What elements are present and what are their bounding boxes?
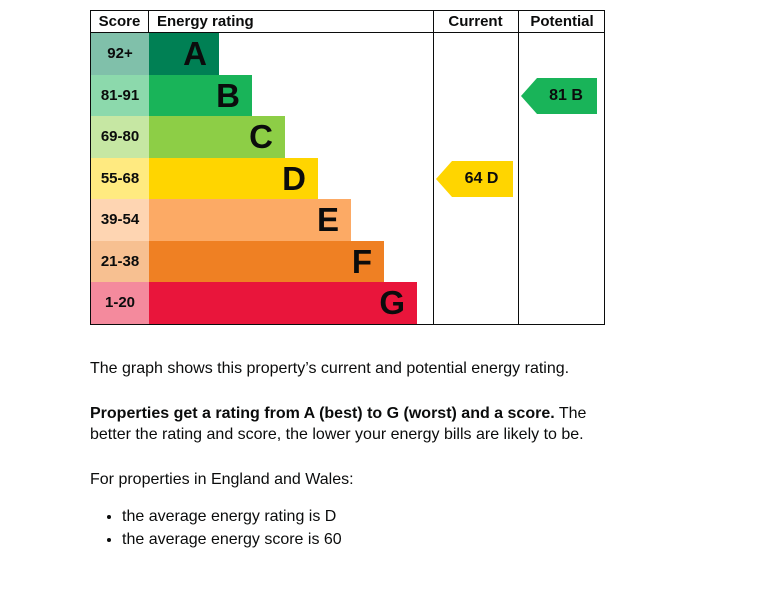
band-row-b: 81-91 B	[91, 74, 604, 116]
band-bar: D	[149, 157, 318, 199]
description-text: The graph shows this property’s current …	[90, 358, 605, 550]
band-letter: G	[379, 284, 405, 322]
rating-explanation-rest: The better the rating and score, the low…	[90, 404, 587, 443]
band-letter: A	[183, 35, 207, 73]
potential-rating-arrow: 81 B	[521, 78, 597, 114]
column-header-energy-rating: Energy rating	[157, 13, 254, 30]
chart-header: Score Energy rating Current Potential	[91, 11, 604, 33]
column-header-score: Score	[91, 11, 149, 32]
band-row-a: 92+ A	[91, 33, 604, 75]
energy-rating-chart: Score Energy rating Current Potential 92…	[90, 10, 605, 325]
list-item: the average energy score is 60	[122, 529, 605, 550]
band-score-range: 39-54	[91, 199, 149, 241]
band-letter: D	[282, 159, 306, 197]
graph-intro-text: The graph shows this property’s current …	[90, 359, 570, 377]
band-row-e: 39-54 E	[91, 199, 604, 241]
band-score-range: 1-20	[91, 282, 149, 324]
band-letter: C	[249, 118, 273, 156]
column-header-potential: Potential	[530, 13, 594, 30]
graph-intro-paragraph: The graph shows this property’s current …	[90, 358, 605, 379]
column-divider-current	[433, 11, 434, 324]
rating-explanation-bold: Properties get a rating from A (best) to…	[90, 404, 555, 422]
band-bar: G	[149, 282, 417, 324]
band-letter: F	[351, 242, 372, 280]
column-header-current: Current	[448, 13, 503, 30]
rating-explanation-paragraph: Properties get a rating from A (best) to…	[90, 403, 605, 445]
column-divider-potential	[518, 11, 519, 324]
band-score-range: 21-38	[91, 240, 149, 282]
band-row-g: 1-20 G	[91, 282, 604, 324]
band-letter: B	[216, 76, 240, 114]
band-bar: B	[149, 74, 252, 116]
band-row-c: 69-80 C	[91, 116, 604, 158]
band-score-range: 69-80	[91, 116, 149, 158]
band-score-range: 55-68	[91, 157, 149, 199]
region-line: For properties in England and Wales:	[90, 469, 605, 490]
region-line-text: For properties in England and Wales:	[90, 470, 354, 488]
list-item: the average energy rating is D	[122, 506, 605, 527]
current-rating-arrow: 64 D	[436, 161, 513, 197]
band-score-range: 92+	[91, 33, 149, 75]
band-score-range: 81-91	[91, 74, 149, 116]
band-row-d: 55-68 D	[91, 157, 604, 199]
averages-list: the average energy rating is D the avera…	[90, 506, 605, 550]
band-bar: A	[149, 33, 219, 75]
band-bar: F	[149, 240, 384, 282]
band-bar: C	[149, 116, 285, 158]
band-row-f: 21-38 F	[91, 240, 604, 282]
band-letter: E	[316, 201, 339, 239]
current-rating-label: 64 D	[464, 170, 499, 187]
band-bar: E	[149, 199, 351, 241]
potential-rating-label: 81 B	[549, 87, 583, 104]
